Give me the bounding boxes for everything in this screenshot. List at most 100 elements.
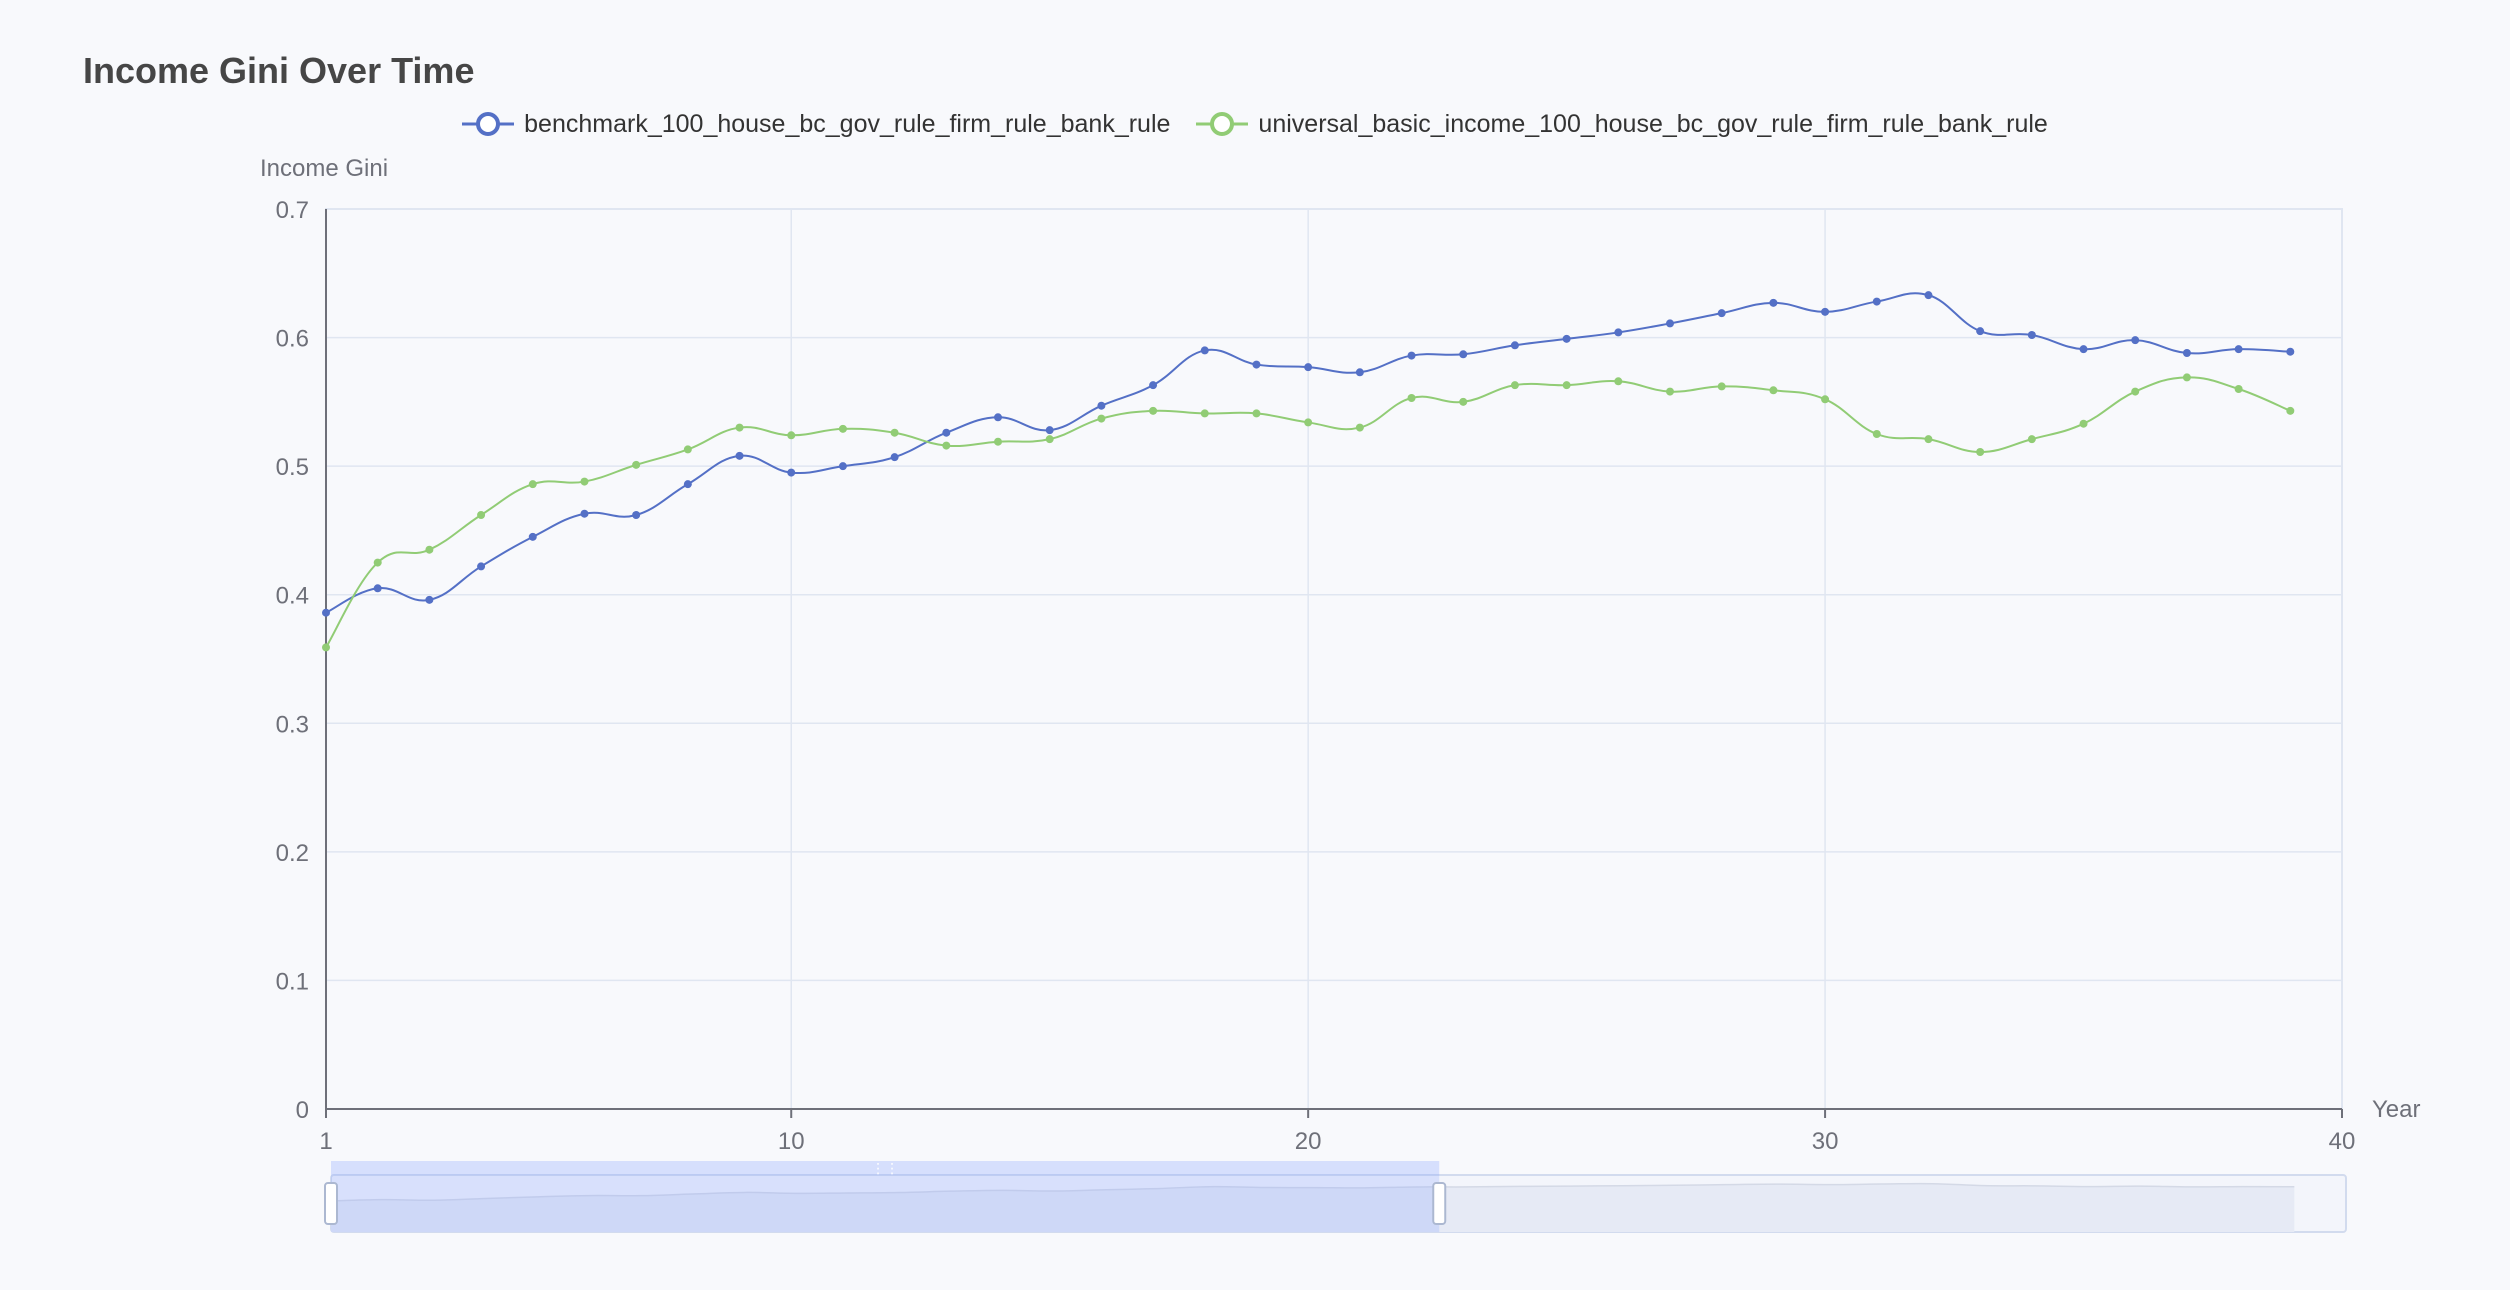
data-point[interactable]: [735, 451, 744, 460]
legend-line-circle-icon: [462, 112, 515, 136]
data-point[interactable]: [1252, 409, 1261, 418]
data-point[interactable]: [2182, 373, 2191, 382]
data-point[interactable]: [322, 608, 330, 617]
data-point[interactable]: [1252, 360, 1261, 369]
y-tick-label: 0.5: [276, 454, 309, 481]
data-point[interactable]: [1821, 307, 1830, 316]
data-point[interactable]: [1924, 435, 1933, 444]
data-point[interactable]: [373, 558, 382, 567]
zoom-preview-area: [331, 1183, 2295, 1232]
data-point[interactable]: [1872, 430, 1881, 438]
data-point[interactable]: [838, 462, 847, 471]
data-point[interactable]: [890, 428, 899, 437]
data-point[interactable]: [1355, 423, 1364, 432]
data-point[interactable]: [2027, 331, 2036, 339]
data-point[interactable]: [580, 509, 589, 518]
zoom-move-handle[interactable]: [331, 1161, 1440, 1175]
legend: benchmark_100_house_bc_gov_rule_firm_rul…: [0, 104, 2510, 144]
data-point[interactable]: [1459, 350, 1468, 359]
x-tick-label: 10: [778, 1128, 805, 1155]
data-point[interactable]: [994, 437, 1002, 446]
data-point[interactable]: [477, 511, 486, 519]
x-tick-label: 30: [1812, 1128, 1839, 1155]
data-point[interactable]: [1666, 387, 1674, 396]
zoom-start-handle[interactable]: [324, 1182, 338, 1225]
data-point[interactable]: [683, 445, 692, 454]
data-point[interactable]: [1614, 377, 1623, 386]
data-point[interactable]: [2234, 385, 2243, 393]
data-point[interactable]: [632, 511, 641, 519]
zoom-preview-line: [330, 1182, 2295, 1202]
data-point[interactable]: [632, 460, 641, 469]
data-point[interactable]: [1149, 406, 1158, 415]
data-point[interactable]: [1717, 382, 1726, 391]
data-point[interactable]: [942, 441, 951, 450]
data-point[interactable]: [994, 413, 1002, 422]
data-point[interactable]: [2286, 406, 2295, 415]
data-point[interactable]: [1200, 346, 1209, 355]
data-point[interactable]: [322, 643, 330, 652]
y-tick-label: 0.3: [276, 711, 309, 738]
data-point[interactable]: [1562, 381, 1571, 390]
data-point[interactable]: [2234, 345, 2243, 354]
data-point[interactable]: [1149, 381, 1158, 390]
data-point[interactable]: [1200, 409, 1209, 418]
data-point[interactable]: [787, 468, 796, 477]
data-point[interactable]: [1769, 386, 1778, 395]
data-point[interactable]: [942, 428, 951, 437]
data-point[interactable]: [528, 480, 537, 489]
data-point[interactable]: [373, 584, 382, 593]
data-point[interactable]: [1510, 341, 1519, 350]
chart-title: Income Gini Over Time: [83, 50, 475, 91]
data-point[interactable]: [2027, 435, 2036, 444]
data-point[interactable]: [1510, 381, 1519, 390]
data-point[interactable]: [1872, 297, 1881, 306]
data-point[interactable]: [1097, 401, 1106, 410]
data-point[interactable]: [1821, 395, 1830, 404]
legend-line-circle-icon: [1196, 112, 1249, 136]
data-point[interactable]: [425, 595, 434, 604]
y-tick-label: 0.7: [276, 197, 309, 224]
data-point[interactable]: [838, 424, 847, 433]
data-point[interactable]: [580, 477, 589, 486]
x-tick-label: 40: [2329, 1128, 2356, 1155]
data-point[interactable]: [1459, 397, 1468, 406]
data-point[interactable]: [1924, 291, 1933, 300]
data-point[interactable]: [1045, 435, 1054, 444]
legend-item-1[interactable]: benchmark_100_house_bc_gov_rule_firm_rul…: [462, 110, 1170, 139]
data-point[interactable]: [477, 562, 486, 571]
data-point[interactable]: [528, 532, 537, 541]
data-point[interactable]: [1304, 363, 1313, 372]
zoom-end-handle[interactable]: [1432, 1182, 1447, 1225]
data-point[interactable]: [2131, 336, 2140, 345]
data-point[interactable]: [1407, 394, 1416, 402]
data-point[interactable]: [735, 423, 744, 432]
data-point[interactable]: [2182, 349, 2191, 357]
data-zoom-slider[interactable]: ⋮⋮: [324, 1160, 2347, 1233]
data-point[interactable]: [890, 453, 899, 462]
data-point[interactable]: [425, 545, 434, 554]
data-point[interactable]: [1355, 368, 1364, 377]
data-point[interactable]: [1097, 414, 1106, 423]
series-2: [322, 373, 2295, 652]
data-point[interactable]: [787, 431, 796, 440]
data-point[interactable]: [2286, 347, 2295, 356]
data-point[interactable]: [1045, 426, 1054, 435]
data-point[interactable]: [1717, 309, 1726, 318]
legend-item-2[interactable]: universal_basic_income_100_house_bc_gov_…: [1196, 110, 2048, 139]
data-point[interactable]: [1976, 448, 1985, 456]
data-point[interactable]: [1304, 418, 1313, 427]
data-point[interactable]: [683, 480, 692, 489]
data-point[interactable]: [1407, 351, 1416, 360]
data-point[interactable]: [1562, 334, 1571, 343]
data-point[interactable]: [2079, 419, 2088, 428]
data-point[interactable]: [1666, 319, 1674, 328]
data-point[interactable]: [1614, 328, 1623, 337]
data-point[interactable]: [2079, 345, 2088, 354]
zoom-selected-range[interactable]: [331, 1175, 1440, 1232]
data-point[interactable]: [2131, 387, 2140, 396]
series-1: [322, 291, 2295, 617]
data-point[interactable]: [1976, 327, 1985, 336]
data-point[interactable]: [1769, 298, 1778, 307]
